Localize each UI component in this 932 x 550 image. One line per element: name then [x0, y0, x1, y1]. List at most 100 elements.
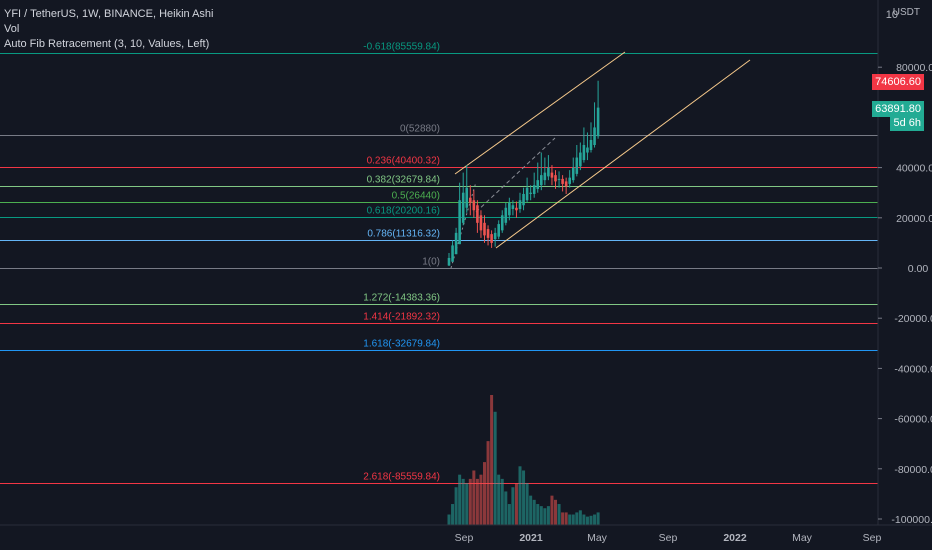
candle-body [500, 215, 504, 231]
candle-body [447, 257, 451, 266]
candle-body [476, 205, 479, 223]
candles [447, 80, 600, 266]
volume-bar [451, 504, 455, 525]
volume-bar [465, 483, 469, 525]
fib-level-label: 0.236(40400.32) [367, 156, 440, 167]
candle-body [564, 181, 568, 187]
volume-bar [571, 514, 575, 525]
axis-unit: USDT [892, 7, 920, 18]
fib-level-label: 0.786(11316.32) [367, 229, 440, 240]
volume-bar [525, 483, 529, 525]
candle-body [593, 127, 596, 146]
candle-body [525, 187, 529, 201]
channel-upper-line[interactable] [454, 51, 626, 175]
volume-bar [557, 504, 561, 525]
volume-bar [461, 478, 465, 525]
candle-body [586, 147, 589, 153]
volume-bar [593, 514, 597, 525]
candle-body [454, 232, 458, 255]
fib-level-label: 1.272(-14383.36) [363, 293, 440, 304]
last-price-label: 63891.80 [872, 100, 924, 117]
fib-level-label: 0.382(32679.84) [367, 175, 440, 186]
time-tick-label: 2021 [519, 532, 543, 544]
candle-body [497, 224, 500, 237]
candle-body [486, 229, 490, 238]
volume-bar [507, 504, 511, 525]
fib-levels: -0.618(85559.84) 0(52880) 0.236(40400.32) 0… [0, 42, 878, 484]
time-tick-label: Sep [659, 532, 678, 544]
volume-bar [539, 506, 543, 525]
price-tick-label: -20000.00 [894, 313, 932, 325]
volume-indicator-label[interactable]: Vol [4, 23, 20, 35]
fib-level-label: 0(52880) [400, 124, 440, 135]
volume-bar [568, 514, 572, 525]
candle-body [522, 193, 525, 206]
candle-body [532, 185, 536, 194]
price-tick-label: -40000.00 [894, 363, 932, 375]
volume-bar [522, 470, 526, 525]
candle-body [493, 232, 497, 240]
volume-bar [536, 504, 540, 525]
fib-indicator-label[interactable]: Auto Fib Retracement (3, 10, Values, Lef… [4, 38, 210, 50]
time-tick-label: Sep [863, 532, 882, 544]
time-axis[interactable]: Sep 2021 May Sep 2022 May Sep [0, 524, 932, 544]
price-tick-label: 40000.00 [896, 163, 932, 175]
candle-body [518, 200, 522, 210]
volume-bar [554, 499, 557, 525]
candle-body [582, 145, 586, 161]
volume-bar [582, 514, 586, 525]
price-tick-label: 0.00 [908, 263, 929, 275]
candle-body [461, 192, 465, 223]
candle-body [579, 152, 582, 167]
price-axis[interactable]: 80000.00 40000.00 20000.00 0.00 -20000.00 -40… [877, 0, 932, 526]
price-tick-label: 80000.00 [896, 62, 932, 74]
volume-bars [447, 395, 600, 525]
candle-body [511, 205, 515, 210]
symbol-title[interactable]: YFI / TetherUS, 1W, BINANCE, Heikin Ashi [4, 8, 214, 20]
candle-body [469, 197, 472, 203]
candle-body [483, 222, 486, 236]
volume-bar [550, 495, 554, 525]
time-tick-label: May [587, 532, 608, 544]
fib-level-label: -0.618(85559.84) [363, 42, 440, 53]
price-tick-label: -80000.00 [894, 464, 932, 476]
volume-bar [596, 512, 600, 525]
volume-bar [490, 395, 494, 525]
fib-level-label: 1.414(-21892.32) [363, 312, 440, 323]
candle-body [547, 167, 550, 177]
volume-bar [475, 478, 479, 525]
volume-bar [546, 506, 550, 525]
candle-body [536, 180, 540, 189]
candle-body [561, 178, 564, 184]
axis-top-label: 10 [885, 9, 898, 21]
candle-body [571, 167, 575, 181]
candle-body [472, 200, 476, 211]
candle-body [550, 172, 554, 178]
volume-bar [483, 462, 486, 525]
volume-bar [500, 478, 504, 525]
trend-channel[interactable] [450, 51, 751, 269]
volume-bar [468, 478, 472, 525]
volume-bar [564, 512, 568, 525]
volume-bar [578, 510, 582, 525]
candle-body [554, 175, 557, 182]
volume-bar [529, 495, 533, 525]
price-tick-label: 20000.00 [896, 213, 932, 225]
volume-bar [575, 512, 579, 525]
price-tick-label: -60000.00 [894, 414, 932, 426]
candle-body [508, 202, 511, 216]
volume-bar [511, 487, 515, 525]
candle-body [529, 192, 532, 194]
volume-bar [454, 487, 458, 525]
volume-bar [504, 491, 508, 525]
bar-countdown: 5d 6h [890, 114, 924, 131]
channel-lower-line[interactable] [495, 59, 751, 249]
time-tick-label: May [792, 532, 813, 544]
volume-bar [532, 499, 536, 525]
candle-body [557, 178, 561, 180]
candle-body [458, 200, 461, 245]
volume-bar [447, 514, 451, 525]
high-price-label: 74606.60 [872, 73, 924, 90]
candle-body [596, 107, 600, 137]
